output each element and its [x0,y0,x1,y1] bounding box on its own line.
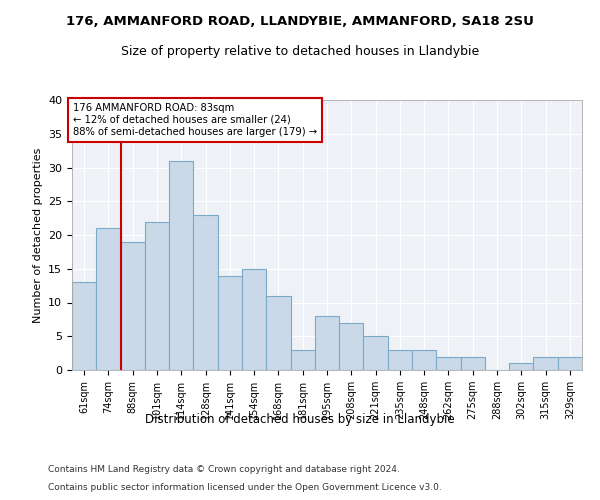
Bar [388,350,412,370]
Bar [266,296,290,370]
Bar [145,222,169,370]
Bar [339,323,364,370]
Bar [218,276,242,370]
Bar [461,356,485,370]
Bar [558,356,582,370]
Bar [72,282,96,370]
Text: 176, AMMANFORD ROAD, LLANDYBIE, AMMANFORD, SA18 2SU: 176, AMMANFORD ROAD, LLANDYBIE, AMMANFOR… [66,15,534,28]
Bar [121,242,145,370]
Bar [315,316,339,370]
Bar [290,350,315,370]
Bar [242,269,266,370]
Text: Contains HM Land Registry data © Crown copyright and database right 2024.: Contains HM Land Registry data © Crown c… [48,465,400,474]
Bar [193,215,218,370]
Text: 176 AMMANFORD ROAD: 83sqm
← 12% of detached houses are smaller (24)
88% of semi-: 176 AMMANFORD ROAD: 83sqm ← 12% of detac… [73,104,317,136]
Bar [96,228,121,370]
Bar [436,356,461,370]
Text: Size of property relative to detached houses in Llandybie: Size of property relative to detached ho… [121,45,479,58]
Bar [412,350,436,370]
Text: Distribution of detached houses by size in Llandybie: Distribution of detached houses by size … [145,412,455,426]
Bar [533,356,558,370]
Bar [169,161,193,370]
Text: Contains public sector information licensed under the Open Government Licence v3: Contains public sector information licen… [48,482,442,492]
Y-axis label: Number of detached properties: Number of detached properties [32,148,43,322]
Bar [364,336,388,370]
Bar [509,363,533,370]
